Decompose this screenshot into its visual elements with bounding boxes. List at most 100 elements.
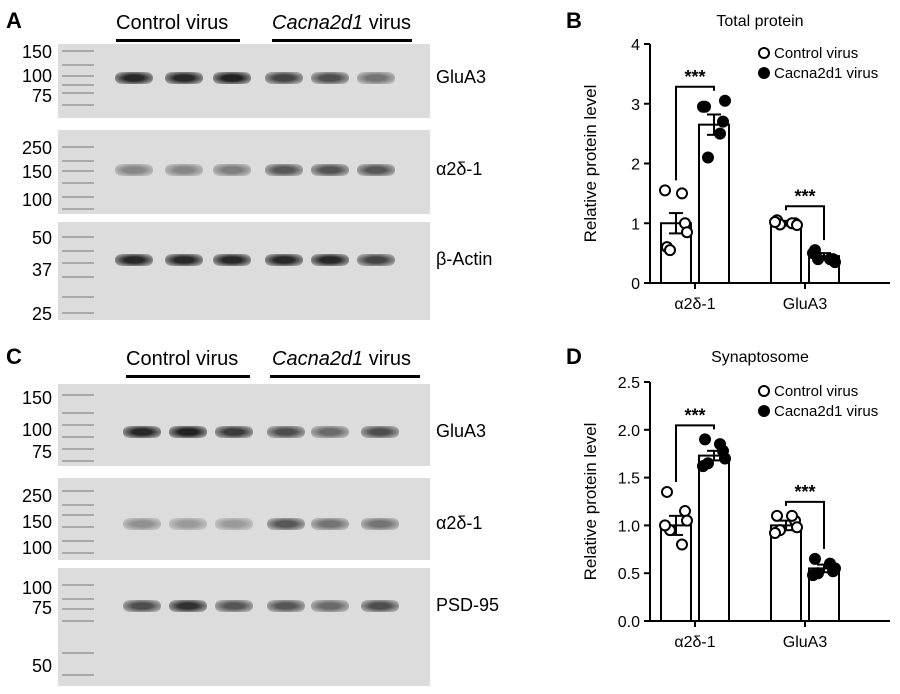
mw-marker-label: 50	[31, 228, 52, 248]
protein-band	[123, 518, 161, 530]
legend-label: Cacna2d1 virus	[774, 403, 878, 420]
data-point	[661, 485, 673, 498]
ladder-band	[62, 50, 94, 52]
protein-band	[215, 600, 253, 612]
bar-chart-synaptosome: Synaptosome 0.0 0.5 1.0 1.5 2.0 2.5 Relative pr…	[581, 349, 890, 651]
data-point	[681, 226, 693, 239]
protein-band	[165, 72, 203, 84]
blot-strip	[58, 568, 430, 686]
protein-band	[115, 254, 153, 266]
y-tick-label: 1.0	[618, 518, 640, 535]
panel-letter-a: A	[6, 8, 22, 33]
mw-marker-label: 25	[31, 304, 52, 324]
ladder-band	[62, 236, 94, 238]
data-point	[714, 127, 726, 140]
group-label-italic: Cacna2d1	[272, 348, 364, 370]
ladder-band	[62, 250, 94, 252]
mw-marker-label: 150	[21, 388, 52, 408]
y-tick-label: 1	[631, 216, 640, 233]
ladder-band	[62, 182, 94, 184]
data-point	[699, 433, 711, 446]
protein-band	[169, 518, 207, 530]
mw-marker-label: 150	[21, 42, 52, 62]
significance-bracket	[785, 205, 825, 241]
significance-label: ***	[794, 482, 815, 502]
mw-marker-label: 100	[21, 420, 52, 440]
y-axis-label: Relative protein level	[581, 85, 600, 243]
group-bar	[272, 39, 412, 42]
ladder-band	[62, 436, 94, 438]
y-tick-label: 3	[631, 97, 640, 114]
blot-target-label: PSD-95	[436, 595, 500, 615]
data-point	[659, 184, 671, 197]
ladder-band	[62, 552, 94, 554]
ladder-band	[62, 674, 94, 676]
data-point	[714, 438, 726, 451]
data-point	[791, 521, 803, 534]
protein-band	[361, 518, 399, 530]
protein-band	[215, 426, 253, 438]
ladder-band	[62, 460, 94, 462]
data-point	[786, 509, 798, 522]
legend-label: Cacna2d1 virus	[774, 65, 878, 82]
blot-target-label: GluA3	[436, 67, 487, 87]
protein-band	[165, 164, 203, 176]
group-label-text: virus	[363, 12, 411, 34]
bar	[698, 123, 730, 284]
ladder-band	[62, 412, 94, 414]
significance-label: ***	[684, 405, 705, 425]
y-tick-label: 2.0	[618, 423, 640, 440]
group-label: Control virus	[126, 348, 238, 371]
ladder-band	[62, 584, 94, 586]
protein-band	[267, 600, 305, 612]
bar	[660, 524, 692, 622]
ladder-band	[62, 92, 94, 94]
group-label: Cacna2d1 virus	[272, 12, 411, 35]
protein-band	[311, 72, 349, 84]
western-blot-c: Control virus Cacna2d1 virus 150 100 75 GluA3…	[0, 336, 560, 694]
panel-letter-c: C	[6, 344, 22, 369]
protein-band	[311, 518, 349, 530]
ladder-band	[62, 394, 94, 396]
panel-letter-d: D	[566, 344, 582, 369]
protein-band	[265, 72, 303, 84]
data-point	[719, 452, 731, 465]
legend-marker	[758, 405, 770, 417]
protein-band	[213, 164, 251, 176]
data-point	[702, 151, 714, 164]
mw-marker-label: 250	[21, 138, 52, 158]
ladder-band	[62, 75, 94, 77]
data-point	[807, 569, 819, 582]
mw-marker-label: 100	[21, 578, 52, 598]
ladder-band	[62, 652, 94, 654]
y-axis-label: Relative protein level	[581, 423, 600, 581]
protein-band	[361, 426, 399, 438]
mw-marker-label: 250	[21, 486, 52, 506]
significance-label: ***	[684, 67, 705, 87]
bar	[698, 454, 730, 622]
significance-label: ***	[794, 186, 815, 206]
ladder-band	[62, 64, 94, 66]
data-point	[676, 187, 688, 200]
x-tick-label: α2δ-1	[674, 634, 715, 651]
bar	[770, 222, 802, 284]
ladder-band	[62, 196, 94, 198]
mw-marker-label: 100	[21, 190, 52, 210]
ladder-band	[62, 104, 94, 106]
significance-bracket	[785, 500, 825, 549]
x-tick-label: GluA3	[783, 634, 828, 651]
protein-band	[215, 518, 253, 530]
group-bar	[116, 39, 240, 42]
group-label-italic: Cacna2d1	[272, 12, 364, 34]
ladder-band	[62, 448, 94, 450]
significance-bracket	[675, 85, 715, 181]
ladder-band	[62, 296, 94, 298]
ladder-band	[62, 208, 94, 210]
legend-marker	[758, 47, 770, 59]
protein-band	[311, 254, 349, 266]
ladder-band	[62, 608, 94, 610]
blot-strip	[58, 222, 430, 320]
group-label-text: Control virus	[116, 12, 229, 34]
ladder-band	[62, 312, 94, 314]
data-point	[791, 219, 803, 232]
